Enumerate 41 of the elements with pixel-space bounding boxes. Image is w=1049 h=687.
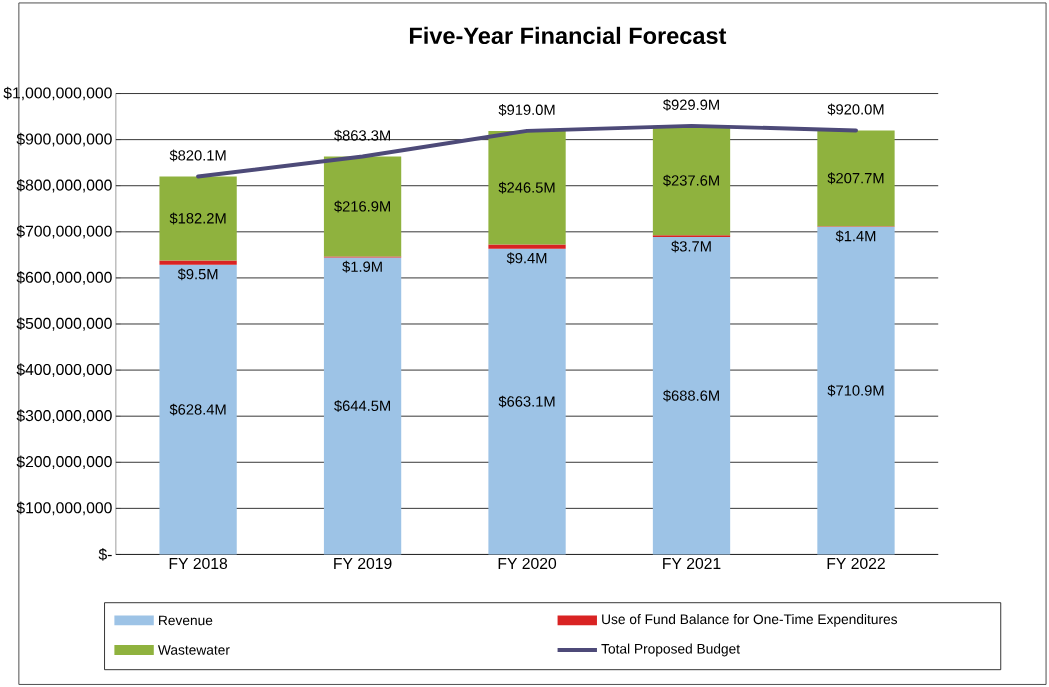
chart-title: Five-Year Financial Forecast: [409, 26, 727, 44]
y-tick-label: $400,000,000: [16, 363, 112, 377]
data-label: $628.4M: [169, 403, 226, 416]
data-label: $710.9M: [827, 384, 884, 397]
data-label: $1.4M: [835, 230, 876, 242]
y-tick-label: $300,000,000: [16, 409, 112, 423]
data-label: $688.6M: [663, 389, 719, 402]
data-label: $644.5M: [334, 399, 390, 412]
legend-label: Use of Fund Balance for One-Time Expenditures: [602, 613, 898, 627]
x-tick-label: FY 2021: [663, 557, 721, 569]
y-tick-label: $100,000,000: [16, 501, 112, 515]
data-label: $863.3M: [334, 129, 390, 142]
legend-label: Wastewater: [157, 644, 230, 655]
y-tick-label: $800,000,000: [16, 178, 112, 193]
data-label: $920.0M: [827, 103, 884, 116]
data-label: $9.4M: [506, 252, 547, 264]
legend-label: Revenue: [159, 615, 213, 626]
data-label: $237.6M: [663, 174, 719, 187]
data-label: $182.2M: [169, 212, 226, 225]
data-label: $1.9M: [342, 260, 382, 273]
y-tick-label: $1,000,000,000: [3, 86, 112, 101]
data-label: $820.1M: [169, 149, 226, 162]
y-tick-label: $600,000,000: [16, 270, 112, 285]
x-tick-label: FY 2019: [334, 557, 392, 569]
data-label: $3.7M: [671, 240, 711, 253]
data-label: $216.9M: [334, 200, 390, 213]
y-tick-label: $900,000,000: [16, 132, 112, 147]
x-tick-label: FY 2020: [498, 557, 557, 569]
y-tick-label: $-: [98, 547, 112, 561]
x-tick-label: FY 2018: [169, 557, 228, 569]
y-tick-label: $700,000,000: [16, 224, 112, 239]
y-tick-label: $200,000,000: [16, 455, 112, 469]
data-label: $929.9M: [663, 98, 719, 111]
data-label: $919.0M: [498, 103, 555, 116]
data-label: $663.1M: [498, 395, 555, 408]
data-label: $246.5M: [498, 181, 555, 194]
y-tick-label: $500,000,000: [16, 316, 112, 331]
data-label: $207.7M: [827, 172, 884, 185]
x-tick-label: FY 2022: [827, 557, 885, 569]
legend-label: Total Proposed Budget: [601, 643, 740, 657]
data-label: $9.5M: [177, 268, 218, 280]
